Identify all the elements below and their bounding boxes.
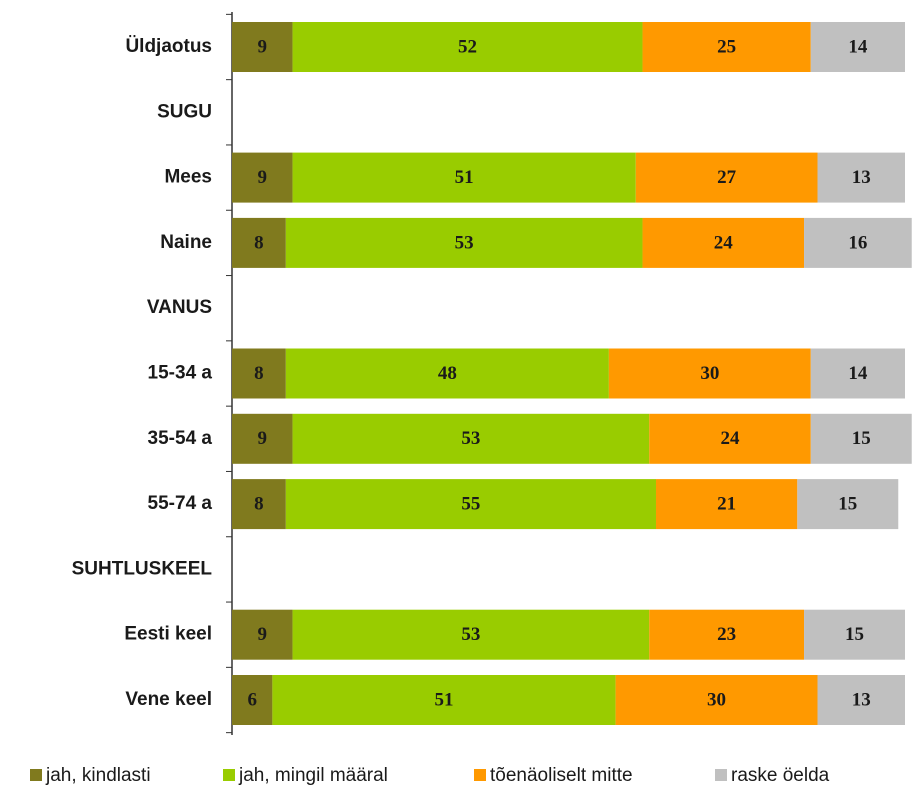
category-label: SUGU [157, 101, 212, 122]
legend-label: tõenäoliselt mitte [490, 765, 633, 786]
legend-label: jah, mingil määral [238, 765, 388, 786]
value-label: 14 [848, 36, 868, 57]
bar-segment [810, 22, 905, 72]
value-label: 27 [717, 167, 737, 188]
bar-segment [642, 217, 805, 268]
bar-segment [810, 348, 905, 399]
bar-segment [810, 413, 912, 464]
value-label: 53 [461, 428, 480, 449]
category-label: 15-34 a [148, 363, 213, 384]
bar-segment [649, 609, 805, 660]
bar-segment [292, 152, 636, 203]
legend-swatch [474, 769, 486, 781]
bar-segment [285, 348, 609, 399]
category-label: Vene keel [125, 689, 212, 710]
category-label: SUHTLUSKEEL [72, 558, 213, 579]
category-label: Naine [160, 232, 212, 253]
legend-label: jah, kindlasti [45, 765, 151, 786]
value-label: 23 [717, 624, 736, 645]
bar-segment [232, 348, 286, 399]
bar-segment [272, 675, 616, 725]
value-label: 24 [721, 428, 741, 449]
bar-segment [285, 217, 643, 268]
value-label: 13 [852, 689, 871, 710]
legend-swatch [715, 769, 727, 781]
bar-segment [292, 22, 643, 72]
bar-segment [232, 217, 286, 268]
bar-segment [232, 609, 293, 660]
value-label: 48 [438, 363, 457, 384]
category-label: Mees [164, 167, 212, 188]
value-label: 9 [258, 624, 268, 645]
value-label: 53 [455, 232, 474, 253]
value-label: 9 [258, 36, 268, 57]
value-label: 9 [258, 167, 268, 188]
bar-segment [232, 152, 293, 203]
bar-segment [635, 152, 818, 203]
value-label: 51 [455, 167, 474, 188]
bar-segment [817, 675, 905, 725]
legend-label: raske öelda [731, 765, 830, 786]
bar-segment [804, 217, 912, 268]
value-label: 30 [700, 363, 719, 384]
value-label: 51 [434, 689, 453, 710]
bar-segment [232, 675, 273, 725]
bar-segment [615, 675, 818, 725]
legend-swatch [30, 769, 42, 781]
category-label: Eesti keel [124, 624, 212, 645]
bar-segment [292, 413, 650, 464]
value-label: 8 [254, 493, 264, 514]
bar-segment [232, 22, 293, 72]
value-label: 6 [247, 689, 257, 710]
category-label: 35-54 a [148, 428, 213, 449]
value-label: 8 [254, 363, 264, 384]
value-label: 24 [714, 232, 734, 253]
bar-segment [817, 152, 905, 203]
bar-segment [232, 413, 293, 464]
value-label: 8 [254, 232, 264, 253]
category-label: 55-74 a [148, 493, 213, 514]
value-label: 15 [852, 428, 871, 449]
value-label: 13 [852, 167, 871, 188]
value-label: 16 [848, 232, 867, 253]
value-label: 53 [461, 624, 480, 645]
bar-segment [642, 22, 811, 72]
bar-segment [797, 479, 899, 530]
bar-segment [649, 413, 811, 464]
value-label: 30 [707, 689, 726, 710]
category-label: VANUS [147, 297, 212, 318]
value-label: 52 [458, 36, 477, 57]
bar-segment [292, 609, 650, 660]
bar-segment [804, 609, 905, 660]
bar-segment [608, 348, 811, 399]
value-label: 25 [717, 36, 736, 57]
value-label: 55 [461, 493, 480, 514]
category-label: Üldjaotus [125, 36, 212, 57]
bar-segment [232, 479, 286, 530]
bar-segment [285, 479, 656, 530]
value-label: 15 [838, 493, 857, 514]
value-label: 14 [848, 363, 868, 384]
value-label: 21 [717, 493, 736, 514]
legend-swatch [223, 769, 235, 781]
bar-segment [655, 479, 798, 530]
value-label: 9 [258, 428, 268, 449]
value-label: 15 [845, 624, 864, 645]
